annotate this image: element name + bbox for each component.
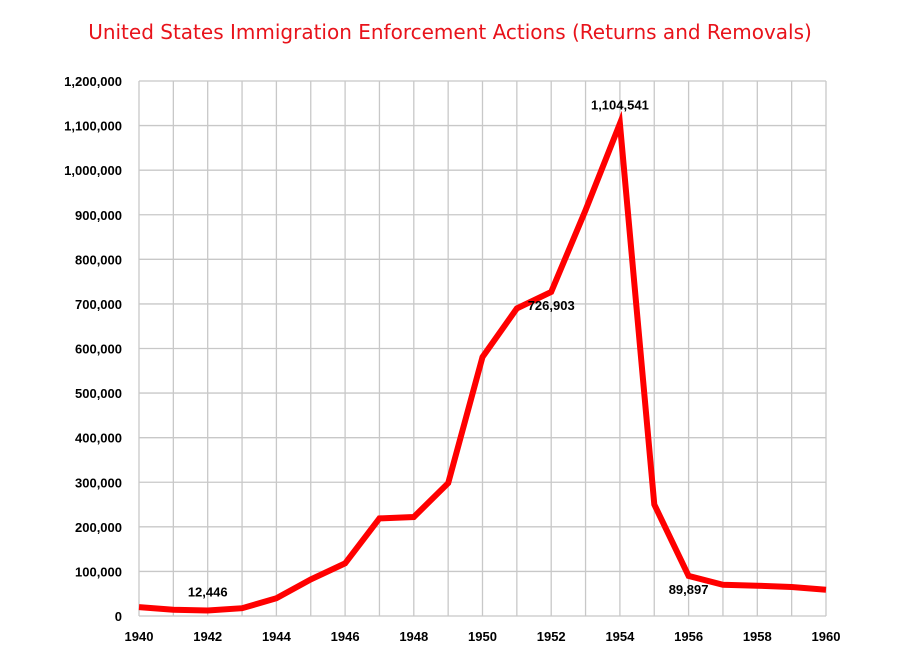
series-line — [138, 110, 827, 614]
chart-title: United States Immigration Enforcement Ac… — [88, 20, 812, 44]
y-tick-label: 200,000 — [75, 520, 122, 535]
y-tick-label: 1,100,000 — [64, 119, 122, 134]
gridlines — [138, 80, 827, 617]
x-tick-label: 1954 — [605, 629, 635, 644]
x-tick-label: 1948 — [399, 629, 428, 644]
x-axis-tick-labels: 1940 1942 1944 1946 1948 1950 1952 1954 1956 1958… — [125, 629, 841, 644]
y-axis-tick-labels: 0 100,000 200,000 300,000 400,000 500,000 600,… — [64, 74, 122, 624]
x-tick-label: 1950 — [468, 629, 497, 644]
y-tick-label: 900,000 — [75, 208, 122, 223]
annotations: 12,446 726,903 1,104,541 89,897 — [188, 98, 709, 600]
y-tick-label: 500,000 — [75, 386, 122, 401]
y-tick-label: 400,000 — [75, 431, 122, 446]
x-tick-label: 1942 — [193, 629, 222, 644]
y-tick-label: 600,000 — [75, 342, 122, 357]
x-tick-label: 1956 — [674, 629, 703, 644]
data-label: 726,903 — [528, 298, 575, 313]
y-tick-label: 100,000 — [75, 564, 122, 579]
y-tick-label: 1,000,000 — [64, 163, 122, 178]
x-tick-label: 1946 — [331, 629, 360, 644]
x-tick-label: 1940 — [125, 629, 154, 644]
x-tick-label: 1960 — [812, 629, 841, 644]
y-tick-label: 800,000 — [75, 252, 122, 267]
series-layer — [138, 110, 827, 614]
data-label: 1,104,541 — [591, 98, 649, 113]
data-label: 12,446 — [188, 584, 228, 599]
y-tick-label: 300,000 — [75, 475, 122, 490]
y-tick-label: 0 — [115, 609, 122, 624]
x-tick-label: 1952 — [537, 629, 566, 644]
x-tick-label: 1944 — [262, 629, 292, 644]
data-label: 89,897 — [669, 582, 709, 597]
y-tick-label: 700,000 — [75, 297, 122, 312]
y-tick-label: 1,200,000 — [64, 74, 122, 89]
x-tick-label: 1958 — [743, 629, 772, 644]
